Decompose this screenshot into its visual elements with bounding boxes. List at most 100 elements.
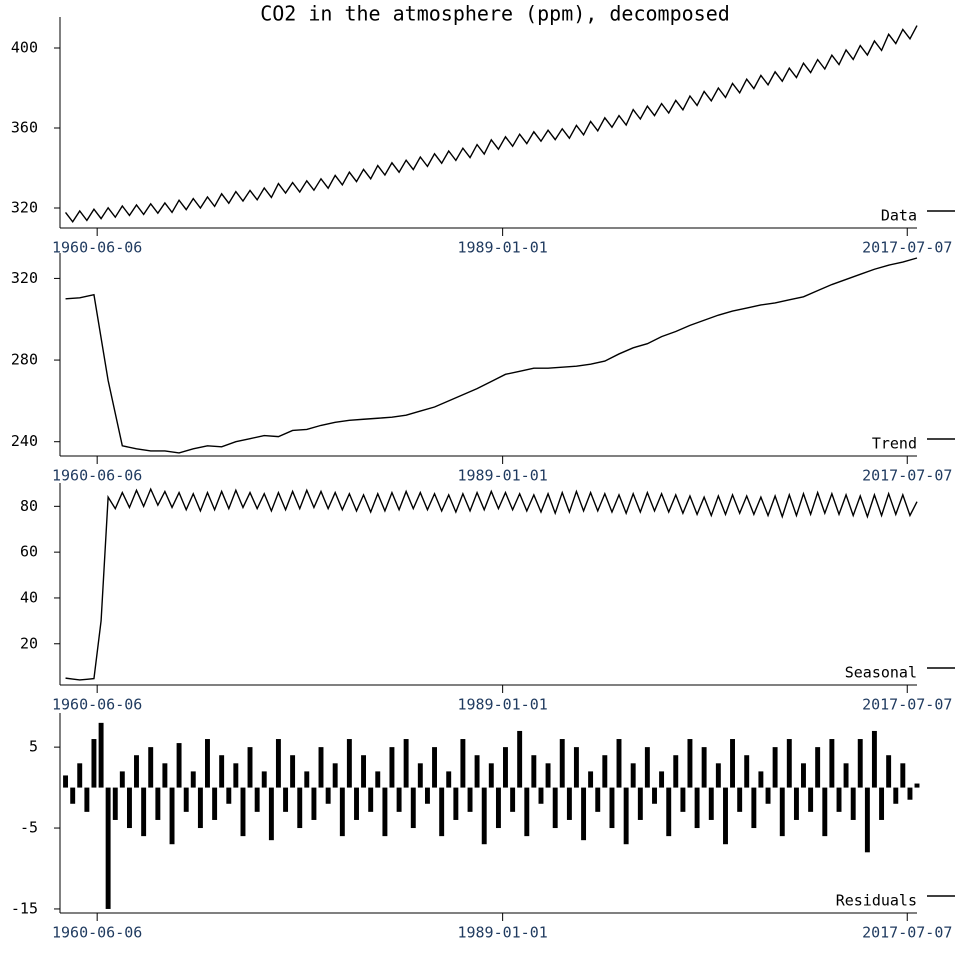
residual-bar <box>176 743 182 788</box>
residual-bar <box>538 787 544 804</box>
residual-bar <box>481 787 487 845</box>
residual-bar <box>701 747 707 788</box>
residual-bar <box>900 763 906 788</box>
residual-bar <box>460 739 466 788</box>
residual-bar <box>332 763 338 788</box>
residual-bar <box>212 787 218 820</box>
residual-bar <box>595 787 601 812</box>
series-line <box>65 257 918 454</box>
residual-bar <box>524 787 530 837</box>
legend-label: Trend <box>872 435 917 453</box>
residual-bar <box>105 787 111 909</box>
x-tick-label: 2017-07-07 <box>862 239 952 257</box>
residual-bar <box>871 730 877 788</box>
residual-bar <box>503 747 508 788</box>
residual-bar <box>566 787 572 820</box>
residual-bar <box>822 787 828 837</box>
residual-bar <box>91 739 97 788</box>
residual-bar <box>297 787 303 829</box>
x-tick-label: 1989-01-01 <box>457 924 547 942</box>
residual-bar <box>361 755 367 788</box>
residual-bar <box>417 763 423 788</box>
residual-bar <box>765 787 771 804</box>
residual-bar <box>652 787 657 804</box>
residual-bar <box>630 763 636 788</box>
legend-label: Data <box>881 207 917 225</box>
residual-bar <box>446 771 452 788</box>
x-tick-label: 1960-06-06 <box>52 239 142 257</box>
residual-bar <box>439 787 445 837</box>
residual-bar <box>77 763 83 788</box>
x-tick-label: 1960-06-06 <box>52 924 142 942</box>
residual-bar <box>488 763 494 788</box>
series-line <box>64 25 918 224</box>
y-tick-label: 400 <box>11 39 38 57</box>
residual-bar <box>581 787 587 841</box>
residual-bar <box>517 730 523 788</box>
residual-bar <box>914 783 920 788</box>
residual-bar <box>836 787 842 812</box>
residual-bar <box>843 763 849 788</box>
residual-bar <box>453 787 459 820</box>
residual-bar <box>723 787 728 845</box>
residual-bar <box>495 787 501 829</box>
residual-bar <box>552 787 558 829</box>
residual-bar <box>98 722 104 788</box>
y-tick-label: 20 <box>20 634 38 652</box>
residual-bar <box>432 747 437 788</box>
residual-bar <box>644 747 650 788</box>
residual-bar <box>205 739 210 788</box>
residual-bar <box>183 787 189 812</box>
y-tick-label: 320 <box>11 199 38 217</box>
residual-bar <box>815 747 821 788</box>
x-tick-label: 1989-01-01 <box>457 696 547 714</box>
residual-bar <box>616 739 622 788</box>
residual-bar <box>467 787 473 812</box>
x-tick-label: 2017-07-07 <box>862 924 952 942</box>
residual-bar <box>410 787 416 829</box>
residual-bar <box>474 755 480 788</box>
legend-label: Residuals <box>836 892 917 910</box>
residual-bar <box>808 787 814 812</box>
residual-bar <box>141 787 147 837</box>
residual-bar <box>588 771 594 788</box>
residual-bar <box>786 739 792 788</box>
residual-bar <box>403 739 409 788</box>
residual-bar <box>730 739 735 788</box>
residual-bar <box>801 763 806 788</box>
y-tick-label: 320 <box>11 269 38 287</box>
residual-bar <box>311 787 317 820</box>
y-tick-label: 80 <box>20 497 38 515</box>
residual-bar <box>559 739 565 788</box>
y-tick-label: -5 <box>20 819 38 837</box>
x-tick-label: 1989-01-01 <box>457 239 547 257</box>
residual-bar <box>354 787 359 820</box>
figure-title: CO2 in the atmosphere (ppm), decomposed <box>260 2 730 26</box>
residual-bar <box>609 787 615 829</box>
residual-bar <box>261 771 267 788</box>
y-tick-label: 5 <box>29 738 38 756</box>
residual-bar <box>155 787 161 820</box>
x-tick-label: 1989-01-01 <box>457 467 547 485</box>
residual-bar <box>623 787 629 845</box>
residual-bar <box>758 771 764 788</box>
residual-bar <box>63 775 69 788</box>
residual-bar <box>119 771 125 788</box>
residual-bar <box>368 787 374 812</box>
residual-bar <box>169 787 175 845</box>
residual-bar <box>715 763 721 788</box>
residual-bar <box>673 755 679 788</box>
residual-bar <box>325 787 331 804</box>
residual-bar <box>283 787 289 812</box>
residual-bar <box>396 787 402 812</box>
residual-bar <box>793 787 799 820</box>
residual-bar <box>346 739 352 788</box>
residual-bar <box>290 755 296 788</box>
residual-bar <box>226 787 232 804</box>
residual-bar <box>254 787 260 812</box>
residual-bar <box>893 787 899 804</box>
residual-bar <box>304 771 310 788</box>
residual-bar <box>339 787 345 837</box>
y-tick-label: 280 <box>11 351 38 369</box>
residual-bar <box>708 787 714 820</box>
